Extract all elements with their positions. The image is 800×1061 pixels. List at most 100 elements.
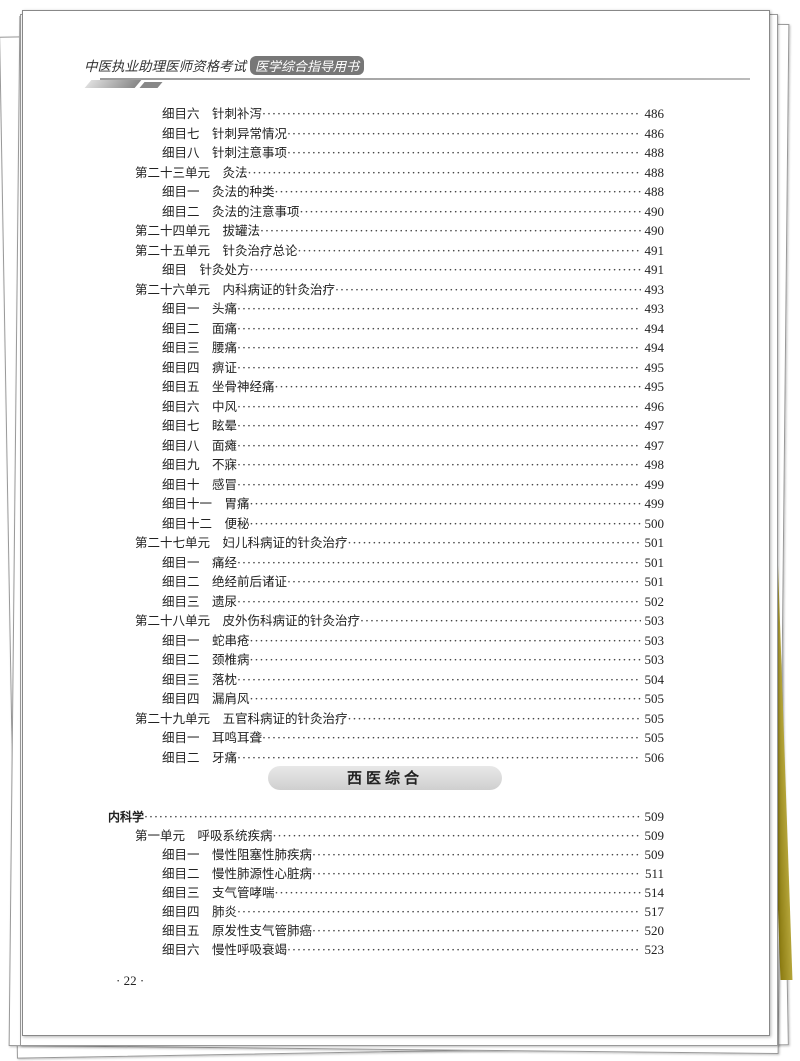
- toc-entry[interactable]: 细目七 针刺异常情况 ······························…: [162, 124, 664, 143]
- toc-entry[interactable]: 细目一 蛇串疮 ·································…: [162, 631, 664, 650]
- toc-entry-title: 拔罐法: [222, 223, 261, 238]
- toc-entry[interactable]: 细目二 绝经前后诸证 ······························…: [162, 572, 664, 591]
- toc-entry-title: 绝经前后诸证: [212, 574, 288, 589]
- toc-entry-text: 细目二 牙痛: [162, 748, 237, 767]
- toc-entry-gap: [200, 204, 213, 219]
- toc-entry-label: 细目四: [162, 359, 200, 375]
- toc-entry[interactable]: 细目三 支气管哮喘 ·······························…: [162, 883, 664, 902]
- toc-entry[interactable]: 细目一 耳鸣耳聋 ································…: [162, 728, 664, 747]
- toc-entry-gap: [200, 379, 213, 394]
- toc-entry-gap: [210, 613, 223, 628]
- toc-entry[interactable]: 细目 针灸处方 ·································…: [162, 260, 664, 279]
- toc-entry[interactable]: 细目二 慢性肺源性心脏病 ····························…: [162, 864, 664, 883]
- dot-leader: ········································…: [360, 613, 641, 628]
- toc-entry-page: 493: [644, 301, 665, 316]
- toc-entry[interactable]: 细目七 眩晕 ··································…: [162, 416, 664, 435]
- toc-entry[interactable]: 第二十四单元 拔罐法 ······························…: [135, 221, 664, 240]
- toc-entry-label: 细目一: [162, 184, 200, 199]
- toc-entry-title: 坐骨神经痛: [212, 379, 275, 394]
- toc-entry-gap: [200, 145, 213, 160]
- toc-entry[interactable]: 细目二 灸法的注意事项 ·····························…: [162, 202, 664, 221]
- toc-entry-text: 细目一 痛经: [162, 553, 237, 572]
- toc-entry[interactable]: 细目三 落枕 ··································…: [162, 670, 664, 689]
- toc-entry[interactable]: 细目十 感冒 ··································…: [162, 475, 664, 494]
- toc-entry[interactable]: 细目八 针刺注意事项 ······························…: [162, 143, 664, 162]
- toc-entry-page: 502: [644, 593, 665, 609]
- toc-entry-text: 细目十一 胃痛: [162, 494, 250, 513]
- toc-entry-label: 细目二: [162, 749, 200, 765]
- toc-entry[interactable]: 细目六 慢性呼吸衰竭 ······························…: [162, 940, 664, 959]
- toc-entry-text: 细目六 中风: [162, 397, 237, 416]
- toc-entry[interactable]: 细目一 慢性阻塞性肺疾病 ····························…: [162, 845, 664, 864]
- toc-entry[interactable]: 细目二 牙痛 ··································…: [162, 748, 664, 767]
- toc-entry[interactable]: 细目四 肺炎 ··································…: [162, 902, 664, 921]
- toc-entry-text: 第二十四单元 拔罐法: [135, 221, 260, 240]
- toc-entry-label: 细目五: [162, 923, 200, 938]
- toc-entry-text: 细目三 腰痛: [162, 338, 237, 357]
- toc-entry[interactable]: 第二十三单元 灸法 ·······························…: [135, 163, 664, 182]
- toc-entry[interactable]: 细目一 头痛 ··································…: [162, 299, 664, 318]
- toc-entry[interactable]: 细目十一 胃痛 ·································…: [162, 494, 664, 513]
- toc-entry-text: 细目六 慢性呼吸衰竭: [162, 940, 287, 959]
- toc-entry-label: 细目二: [162, 866, 200, 881]
- toc-entry[interactable]: 细目一 灸法的种类 ·······························…: [162, 182, 664, 201]
- toc-entry-text: 细目三 支气管哮喘: [162, 883, 275, 902]
- toc-entry-page: 505: [644, 730, 665, 745]
- toc-entry[interactable]: 细目二 面痛 ··································…: [162, 319, 664, 338]
- toc-entry-title: 便秘: [224, 515, 250, 531]
- dot-leader: ········································…: [237, 593, 640, 609]
- toc-entry-label: 第二十八单元: [135, 613, 211, 628]
- toc-entry[interactable]: 细目五 坐骨神经痛 ·······························…: [162, 377, 664, 396]
- toc-entry-text: 内科学: [108, 808, 144, 826]
- toc-entry-page: 499: [644, 476, 665, 492]
- toc-entry[interactable]: 第二十九单元 五官科病证的针灸治疗 ·······················…: [135, 709, 664, 728]
- dot-leader: ········································…: [237, 340, 640, 355]
- toc-entry[interactable]: 内科学 ·····································…: [108, 807, 664, 826]
- toc-entry[interactable]: 细目三 遗尿 ··································…: [162, 592, 664, 611]
- toc-entry-gap: [200, 438, 213, 453]
- toc-entry-gap: [210, 535, 223, 550]
- dot-leader: ········································…: [262, 106, 641, 121]
- toc-entry[interactable]: 细目一 痛经 ··································…: [162, 553, 664, 572]
- toc-entry-label: 细目四: [162, 691, 200, 706]
- toc-entry[interactable]: 细目五 原发性支气管肺癌 ····························…: [162, 921, 664, 940]
- toc-entry[interactable]: 细目二 颈椎病 ·································…: [162, 650, 664, 669]
- toc-entry-title: 肺炎: [212, 904, 238, 919]
- toc-entry[interactable]: 细目四 漏肩风 ·································…: [162, 689, 664, 708]
- toc-entry[interactable]: 细目六 针刺补泻 ································…: [162, 104, 664, 123]
- toc-entry-label: 细目一: [162, 301, 200, 316]
- toc-entry-label: 细目一: [162, 847, 200, 862]
- toc-entry[interactable]: 第二十七单元 妇儿科病证的针灸治疗 ·······················…: [135, 533, 664, 552]
- toc-entry[interactable]: 第二十八单元 皮外伤科病证的针灸治疗 ······················…: [135, 611, 664, 630]
- toc-entry[interactable]: 第二十五单元 针灸治疗总论 ···························…: [135, 241, 664, 260]
- toc-entry[interactable]: 第二十六单元 内科病证的针灸治疗 ························…: [135, 280, 664, 299]
- toc-entry-label: 第二十三单元: [135, 164, 211, 180]
- toc-entry-label: 细目四: [162, 904, 200, 919]
- toc-entry-gap: [200, 418, 213, 433]
- toc-entry-title: 内科病证的针灸治疗: [222, 281, 336, 297]
- toc-entry-gap: [200, 904, 213, 919]
- toc-entry-gap: [200, 574, 213, 589]
- toc-entry-title: 漏肩风: [212, 691, 250, 706]
- toc-entry[interactable]: 细目六 中风 ··································…: [162, 397, 664, 416]
- toc-entry-text: 细目十 感冒: [162, 475, 237, 494]
- toc-entry-label: 细目八: [162, 437, 200, 453]
- toc-entry-label: 细目一: [162, 632, 200, 648]
- toc-entry[interactable]: 细目九 不寐 ··································…: [162, 455, 664, 474]
- toc-entry-title: 耳鸣耳聋: [212, 730, 263, 745]
- toc-entry[interactable]: 细目四 痹证 ··································…: [162, 358, 664, 377]
- dot-leader: ········································…: [312, 923, 641, 938]
- toc-entry-gap: [200, 942, 213, 957]
- toc-entry-page: 503: [644, 652, 665, 667]
- dot-leader: ········································…: [237, 457, 640, 472]
- dot-leader: ········································…: [287, 942, 641, 957]
- toc-entry-gap: [200, 399, 213, 414]
- toc-entry[interactable]: 细目三 腰痛 ··································…: [162, 338, 664, 357]
- toc-entry-label: 细目二: [162, 652, 200, 667]
- toc-entry-page: 495: [644, 379, 665, 394]
- toc-entry-gap: [200, 691, 213, 706]
- toc-entry[interactable]: 第一单元 呼吸系统疾病 ·····························…: [135, 826, 664, 845]
- toc-entry[interactable]: 细目八 面瘫 ··································…: [162, 436, 664, 455]
- toc-entry[interactable]: 细目十二 便秘 ·································…: [162, 514, 664, 533]
- toc-entry-page: 514: [644, 885, 665, 900]
